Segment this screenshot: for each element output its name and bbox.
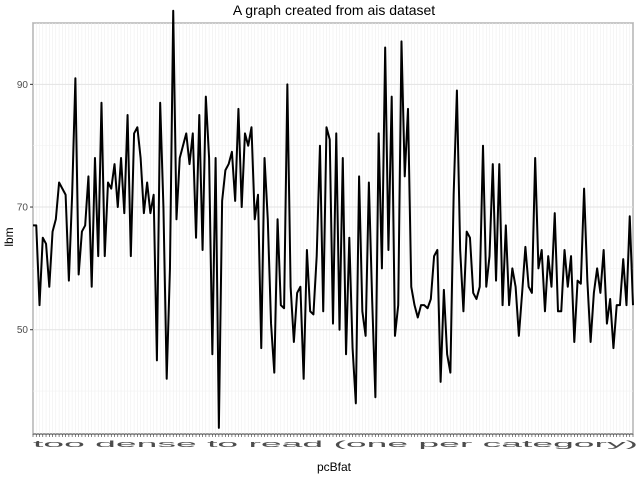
x-axis-ticks: too dense to read (one per category) <box>32 434 638 449</box>
y-axis-ticks: 50 70 90 <box>17 80 33 336</box>
grid-minor <box>32 22 634 434</box>
x-tick-labels: too dense to read (one per category) <box>33 439 638 449</box>
series-line <box>33 9 634 429</box>
y-tick-label: 90 <box>17 80 29 91</box>
y-tick-label: 70 <box>17 203 29 214</box>
chart-title: A graph created from ais dataset <box>233 2 435 18</box>
y-tick-label: 50 <box>17 325 29 336</box>
x-axis-title: pcBfat <box>317 460 352 474</box>
y-axis-title: lbm <box>2 227 16 246</box>
